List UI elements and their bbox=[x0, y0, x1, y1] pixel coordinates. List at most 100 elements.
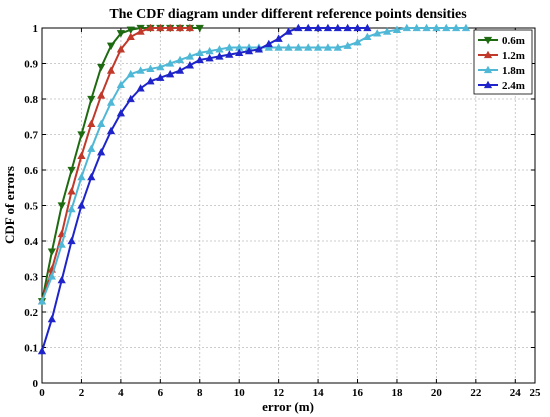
data-point bbox=[185, 23, 195, 32]
data-point bbox=[432, 23, 441, 32]
data-point bbox=[264, 43, 273, 51]
data-point bbox=[67, 187, 76, 195]
data-point bbox=[323, 23, 333, 32]
data-point bbox=[67, 166, 76, 175]
data-point bbox=[116, 30, 125, 38]
data-point bbox=[57, 240, 66, 248]
data-point bbox=[116, 80, 125, 88]
data-point bbox=[156, 23, 165, 32]
data-point bbox=[452, 23, 461, 32]
x-tick-label: 20 bbox=[431, 387, 443, 399]
x-tick-label: 25 bbox=[530, 387, 542, 399]
data-point bbox=[343, 41, 352, 49]
data-point bbox=[205, 46, 214, 55]
legend-marker bbox=[483, 50, 493, 59]
data-point bbox=[57, 202, 66, 210]
chart-title: The CDF diagram under different referenc… bbox=[109, 7, 467, 22]
y-tick-label: 1 bbox=[33, 23, 39, 35]
y-tick-label: 0 bbox=[33, 378, 39, 390]
data-point bbox=[294, 43, 303, 51]
data-point bbox=[461, 23, 471, 32]
data-point bbox=[442, 23, 451, 32]
data-point bbox=[175, 66, 185, 74]
legend-label: 2.4m bbox=[502, 80, 525, 92]
data-point bbox=[116, 45, 125, 53]
data-point bbox=[195, 55, 204, 64]
legend-label: 0.6m bbox=[502, 35, 525, 47]
data-point bbox=[57, 275, 66, 284]
data-point bbox=[323, 43, 333, 51]
data-point bbox=[284, 43, 293, 51]
data-point bbox=[264, 39, 273, 48]
x-tick-label: 2 bbox=[79, 387, 85, 399]
data-point bbox=[106, 126, 116, 135]
data-point bbox=[373, 29, 382, 37]
data-point bbox=[333, 43, 342, 51]
data-point bbox=[77, 151, 86, 159]
data-point bbox=[146, 64, 155, 73]
data-point bbox=[195, 24, 204, 33]
legend-marker bbox=[483, 36, 493, 45]
y-tick-label: 0.2 bbox=[24, 307, 38, 319]
legend-label: 1.2m bbox=[502, 50, 525, 62]
data-point bbox=[146, 77, 155, 85]
data-point bbox=[37, 346, 47, 355]
y-tick-label: 0.1 bbox=[24, 343, 38, 355]
data-point bbox=[67, 204, 76, 213]
y-axis-label: CDF of errors bbox=[2, 166, 17, 244]
data-point bbox=[126, 32, 135, 41]
data-point bbox=[87, 144, 96, 152]
data-point bbox=[156, 73, 165, 81]
data-point bbox=[353, 23, 362, 32]
data-point bbox=[294, 23, 303, 32]
data-point bbox=[77, 172, 86, 181]
data-point bbox=[166, 59, 175, 67]
data-point bbox=[402, 23, 411, 32]
data-point bbox=[166, 69, 175, 78]
data-point bbox=[392, 25, 402, 33]
y-tick-label: 0.4 bbox=[24, 236, 38, 248]
data-point bbox=[274, 43, 283, 51]
data-point bbox=[185, 52, 195, 60]
legend: 0.6m 1.2m 1.8m 2.4m bbox=[473, 29, 533, 95]
data-point bbox=[136, 27, 145, 35]
data-point bbox=[106, 66, 116, 74]
data-point bbox=[313, 23, 323, 32]
data-point bbox=[77, 201, 86, 209]
series-1.8m bbox=[37, 23, 471, 305]
x-tick-label: 4 bbox=[118, 387, 124, 399]
data-point bbox=[67, 236, 76, 245]
data-point bbox=[175, 23, 185, 32]
data-point bbox=[274, 34, 283, 42]
data-point bbox=[47, 272, 56, 280]
data-point bbox=[363, 32, 372, 41]
data-point bbox=[333, 23, 342, 32]
data-point bbox=[87, 119, 96, 128]
data-point bbox=[225, 43, 234, 51]
y-tick-label: 0.5 bbox=[24, 201, 38, 213]
data-point bbox=[225, 50, 234, 58]
series-2.4m bbox=[37, 23, 372, 355]
x-tick-label: 22 bbox=[470, 387, 482, 399]
y-tick-label: 0.8 bbox=[24, 94, 38, 106]
data-point bbox=[185, 61, 195, 69]
y-tick-label: 0.7 bbox=[24, 130, 38, 142]
series-line bbox=[41, 27, 190, 302]
data-point bbox=[106, 42, 116, 50]
legend-marker bbox=[483, 80, 493, 89]
data-point bbox=[97, 148, 106, 156]
data-point bbox=[47, 314, 56, 323]
data-point bbox=[304, 23, 313, 32]
x-tick-label: 10 bbox=[234, 387, 246, 399]
data-point bbox=[422, 23, 431, 32]
data-point bbox=[47, 248, 56, 256]
data-point bbox=[254, 45, 264, 53]
x-tick-label: 8 bbox=[197, 387, 203, 399]
x-tick-label: 16 bbox=[352, 387, 364, 399]
x-tick-label: 0 bbox=[39, 387, 45, 399]
data-point bbox=[97, 119, 106, 128]
data-point bbox=[284, 27, 293, 35]
data-point bbox=[126, 94, 135, 103]
data-point bbox=[126, 69, 135, 78]
